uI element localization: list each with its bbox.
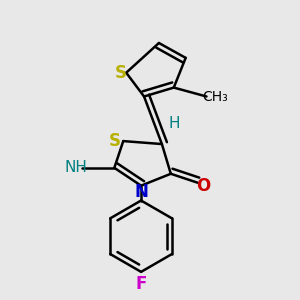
Text: N: N [134,183,148,201]
Text: O: O [196,177,211,195]
Text: S: S [108,132,120,150]
Text: F: F [135,275,147,293]
Text: S: S [114,64,126,82]
Text: NH: NH [64,160,87,175]
Text: H: H [168,116,179,131]
Text: CH₃: CH₃ [202,89,228,103]
